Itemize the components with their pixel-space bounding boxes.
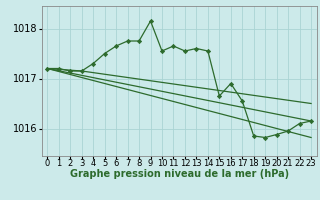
X-axis label: Graphe pression niveau de la mer (hPa): Graphe pression niveau de la mer (hPa) [70,169,289,179]
